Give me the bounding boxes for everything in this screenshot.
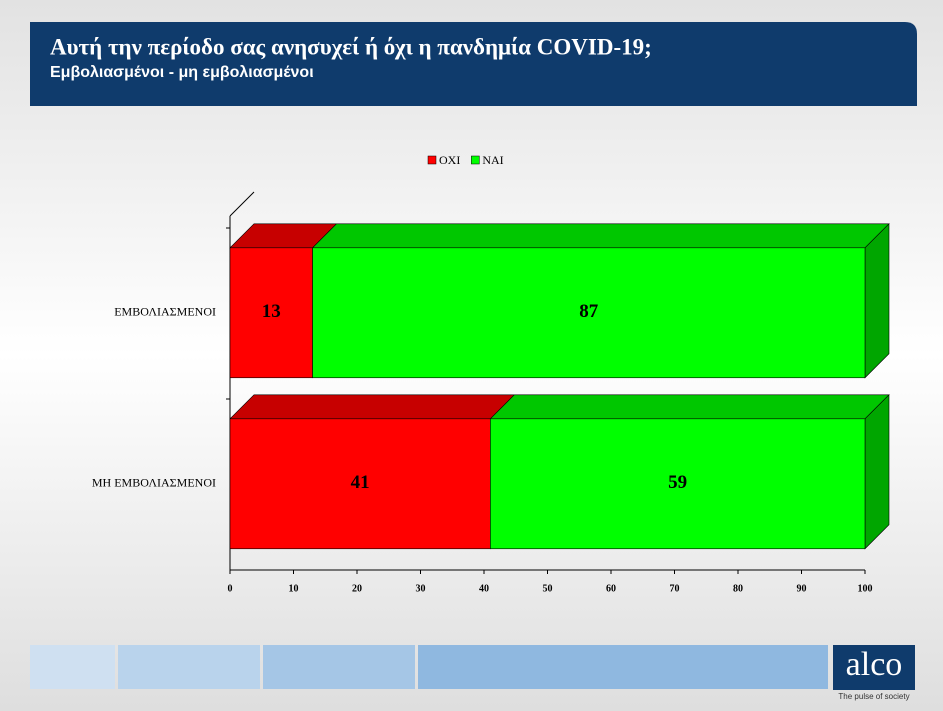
data-label: 59 — [668, 472, 687, 493]
x-tick-label: 80 — [733, 583, 743, 594]
x-tick-label: 40 — [479, 583, 489, 594]
x-tick-label: 0 — [228, 583, 233, 594]
x-tick-label: 60 — [606, 583, 616, 594]
x-tick-label: 30 — [416, 583, 426, 594]
x-tick-label: 90 — [797, 583, 807, 594]
x-tick-label: 70 — [670, 583, 680, 594]
bar — [229, 247, 313, 379]
logo-box — [833, 645, 915, 690]
y-tick-label: ΜΗ ΕΜΒΟΛΙΑΣΜΕΝΟΙ — [92, 476, 216, 490]
chart-subtitle: Εμβολιασμένοι - μη εμβολιασμένοι — [50, 64, 314, 81]
header-box — [30, 22, 917, 106]
data-label: 41 — [351, 472, 370, 493]
y-tick-label: ΕΜΒΟΛΙΑΣΜΕΝΟΙ — [114, 305, 216, 319]
legend-swatch — [471, 155, 480, 165]
bar — [490, 418, 866, 550]
logo: alco — [846, 646, 903, 683]
tagline: The pulse of society — [838, 692, 909, 701]
x-tick-label: 10 — [289, 583, 299, 594]
bar-top — [311, 223, 890, 249]
footer-bar — [263, 645, 415, 689]
back-edge — [229, 191, 255, 217]
x-tick-label: 20 — [352, 583, 362, 594]
data-label: 13 — [262, 301, 281, 322]
bar — [312, 247, 866, 379]
x-tick-label: 100 — [858, 583, 873, 594]
legend-swatch — [427, 155, 437, 165]
bar-side — [864, 394, 890, 550]
footer-bar — [418, 645, 828, 689]
legend-label: ΝΑΙ — [482, 153, 503, 167]
chart-title: Αυτή την περίοδο σας ανησυχεί ή όχι η πα… — [50, 34, 652, 59]
footer-bar — [30, 645, 115, 689]
bar-top — [229, 394, 516, 420]
data-label: 87 — [579, 301, 599, 322]
footer-bars — [30, 645, 828, 689]
x-tick-label: 50 — [543, 583, 553, 594]
bar — [229, 418, 491, 550]
bar-top — [489, 394, 890, 420]
bar-side — [864, 223, 890, 379]
footer-bar — [118, 645, 260, 689]
legend-label: ΟΧΙ — [439, 153, 460, 167]
